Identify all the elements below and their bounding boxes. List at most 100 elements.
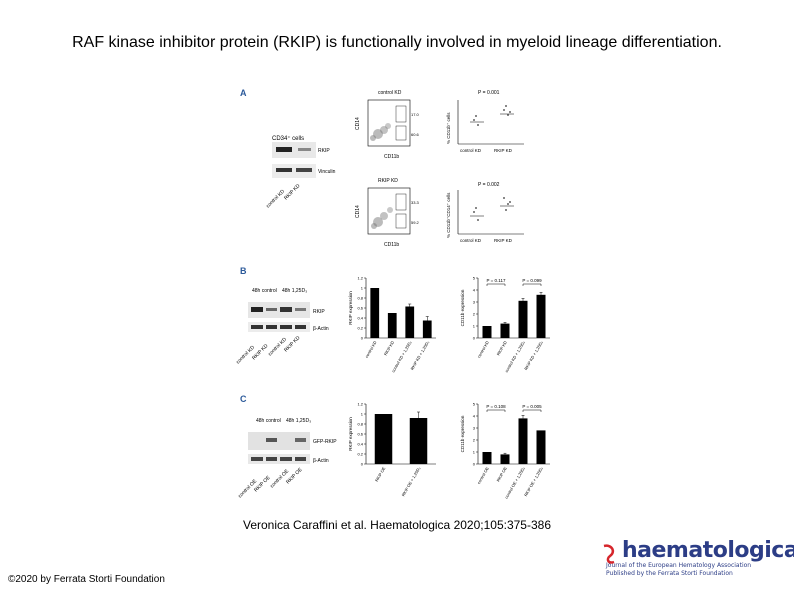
axis-label: RKIP expression	[348, 417, 353, 451]
tick-label: 2	[473, 312, 476, 317]
flow-plot-title: control KD	[378, 90, 402, 96]
panel-b-western-blot	[248, 302, 310, 332]
panel-a-row-label: RKIP	[318, 148, 330, 154]
axis-label: CD11b expression	[460, 415, 465, 452]
western-row-label: RKIP	[313, 309, 325, 315]
copyright: ©2020 by Ferrata Storti Foundation	[8, 574, 165, 585]
panel-a-row-label: Vinculin	[318, 169, 336, 175]
category-label: RKIP OE	[495, 466, 508, 483]
dot-plot-category: control KD	[460, 148, 482, 153]
dot-plot-1	[457, 100, 524, 145]
bar	[482, 452, 492, 464]
slide-title: RAF kinase inhibitor protein (RKIP) is f…	[72, 34, 722, 51]
logo-text: haematologica	[622, 538, 794, 563]
dot-plot-category: control KD	[460, 238, 482, 243]
dot-plot-category: RKIP KD	[494, 238, 513, 243]
bar	[387, 313, 397, 338]
panel-c-letter: C	[240, 394, 247, 404]
bar	[422, 320, 432, 338]
tick-label: 3	[473, 426, 476, 431]
panel-b-letter: B	[240, 266, 247, 276]
journal-logo: haematologica Journal of the European He…	[600, 538, 794, 580]
western-lane-label: RKIP OE	[285, 466, 304, 485]
logo-tagline: Journal of the European Hematology Assoc…	[606, 562, 752, 569]
chart-c-rkip-expression: 0 0.2 0.4 0.6 0.8 1 1.2 RKIP expression RKIP OE R…	[348, 402, 436, 497]
western-group-label: 48h 1,25D₃	[282, 288, 307, 294]
p-value-label: P = 0.108	[486, 404, 506, 409]
tick-label: 1	[361, 286, 364, 291]
category-label: control OE	[476, 466, 490, 485]
bar	[536, 294, 546, 338]
bar	[518, 300, 528, 338]
western-lane-label: RKIP KD	[283, 335, 302, 354]
tick-label: 0	[473, 336, 476, 341]
tick-label: 0.8	[357, 422, 363, 427]
tick-label: 1.2	[357, 276, 363, 281]
flow-plot-ylabel: CD14	[355, 205, 361, 218]
dot-plot-p-value: P = 0.002	[478, 182, 500, 188]
bar	[536, 430, 546, 464]
dot-plot-category: RKIP KD	[494, 148, 513, 153]
flow-plot-ylabel: CD14	[355, 117, 361, 130]
tick-label: 0.2	[357, 452, 363, 457]
logo-publisher: Published by the Ferrata Storti Foundati…	[606, 570, 733, 577]
flow-plot-1	[367, 99, 411, 147]
flow-plot-2	[367, 187, 411, 235]
category-label: control KD	[476, 340, 490, 359]
p-value-label: P = 0.117	[487, 278, 506, 283]
tick-label: 2	[473, 438, 476, 443]
category-label: RKIP OE + 1,25D₃	[401, 466, 422, 497]
bar	[405, 306, 415, 338]
category-label: RKIP OE	[374, 466, 387, 483]
bar	[518, 418, 528, 464]
tick-label: 1	[361, 412, 364, 417]
tick-label: 0.4	[357, 316, 363, 321]
panel-c-western-blot	[248, 432, 310, 464]
panel-a-lane-label: control KD	[265, 188, 286, 209]
flow-gate-value: 60.6	[411, 132, 420, 137]
panel-a-western-title: CD34⁺ cells	[272, 135, 304, 142]
western-row-label: GFP-RKIP	[313, 439, 337, 445]
chart-b-rkip-expression: 0 0.2 0.4 0.6 0.8 1 1.2 RKIP expression control …	[348, 276, 436, 373]
flow-plot-title: RKIP KD	[378, 178, 398, 184]
category-label: RKIP KD	[496, 340, 508, 356]
tick-label: 0.6	[357, 432, 363, 437]
flow-plot-xlabel: CD11b	[384, 154, 399, 160]
axis-label: RKIP expression	[348, 291, 353, 325]
p-value-label: P = 0.099	[522, 278, 542, 283]
tick-label: 1	[473, 450, 476, 455]
bar	[374, 414, 393, 464]
tick-label: 5	[473, 276, 476, 281]
tick-label: 1	[473, 324, 476, 329]
p-value-label: P = 0.005	[522, 404, 542, 409]
western-row-label: β-Actin	[313, 326, 329, 332]
tick-label: 0.6	[357, 306, 363, 311]
flow-gate-value: 59.2	[411, 220, 420, 225]
figure-image: A CD34⁺ cells RKIP Vinculin control KD R…	[235, 88, 550, 499]
category-label: RKIP KD + 1,25D₃	[409, 340, 430, 371]
flow-gate-value: 17.0	[411, 112, 420, 117]
western-group-label: 48h control	[252, 288, 277, 294]
flow-plot-xlabel: CD11b	[384, 242, 399, 248]
category-label: RKIP OE + 1,25D₃	[523, 466, 544, 497]
bar	[409, 418, 428, 464]
bar	[482, 326, 492, 338]
western-group-label: 48h control	[256, 418, 281, 424]
citation: Veronica Caraffini et al. Haematologica …	[243, 518, 551, 532]
tick-label: 0.4	[357, 442, 363, 447]
tick-label: 0.2	[357, 326, 363, 331]
tick-label: 0	[361, 336, 364, 341]
tick-label: 0	[361, 462, 364, 467]
tick-label: 4	[473, 414, 476, 419]
panel-a-letter: A	[240, 88, 247, 98]
dot-plot-2	[457, 190, 524, 235]
category-label: RKIP KD + 1,25D₃	[523, 340, 544, 371]
western-row-label: β-Actin	[313, 458, 329, 464]
tick-label: 1.2	[357, 402, 363, 407]
panel-a-western-blot	[272, 142, 316, 178]
dot-plot-ylabel: % CD11b⁺CD14⁺ cells	[446, 192, 451, 238]
western-group-label: 48h 1,25D₃	[286, 418, 311, 424]
axis-label: CD11b expression	[460, 289, 465, 326]
